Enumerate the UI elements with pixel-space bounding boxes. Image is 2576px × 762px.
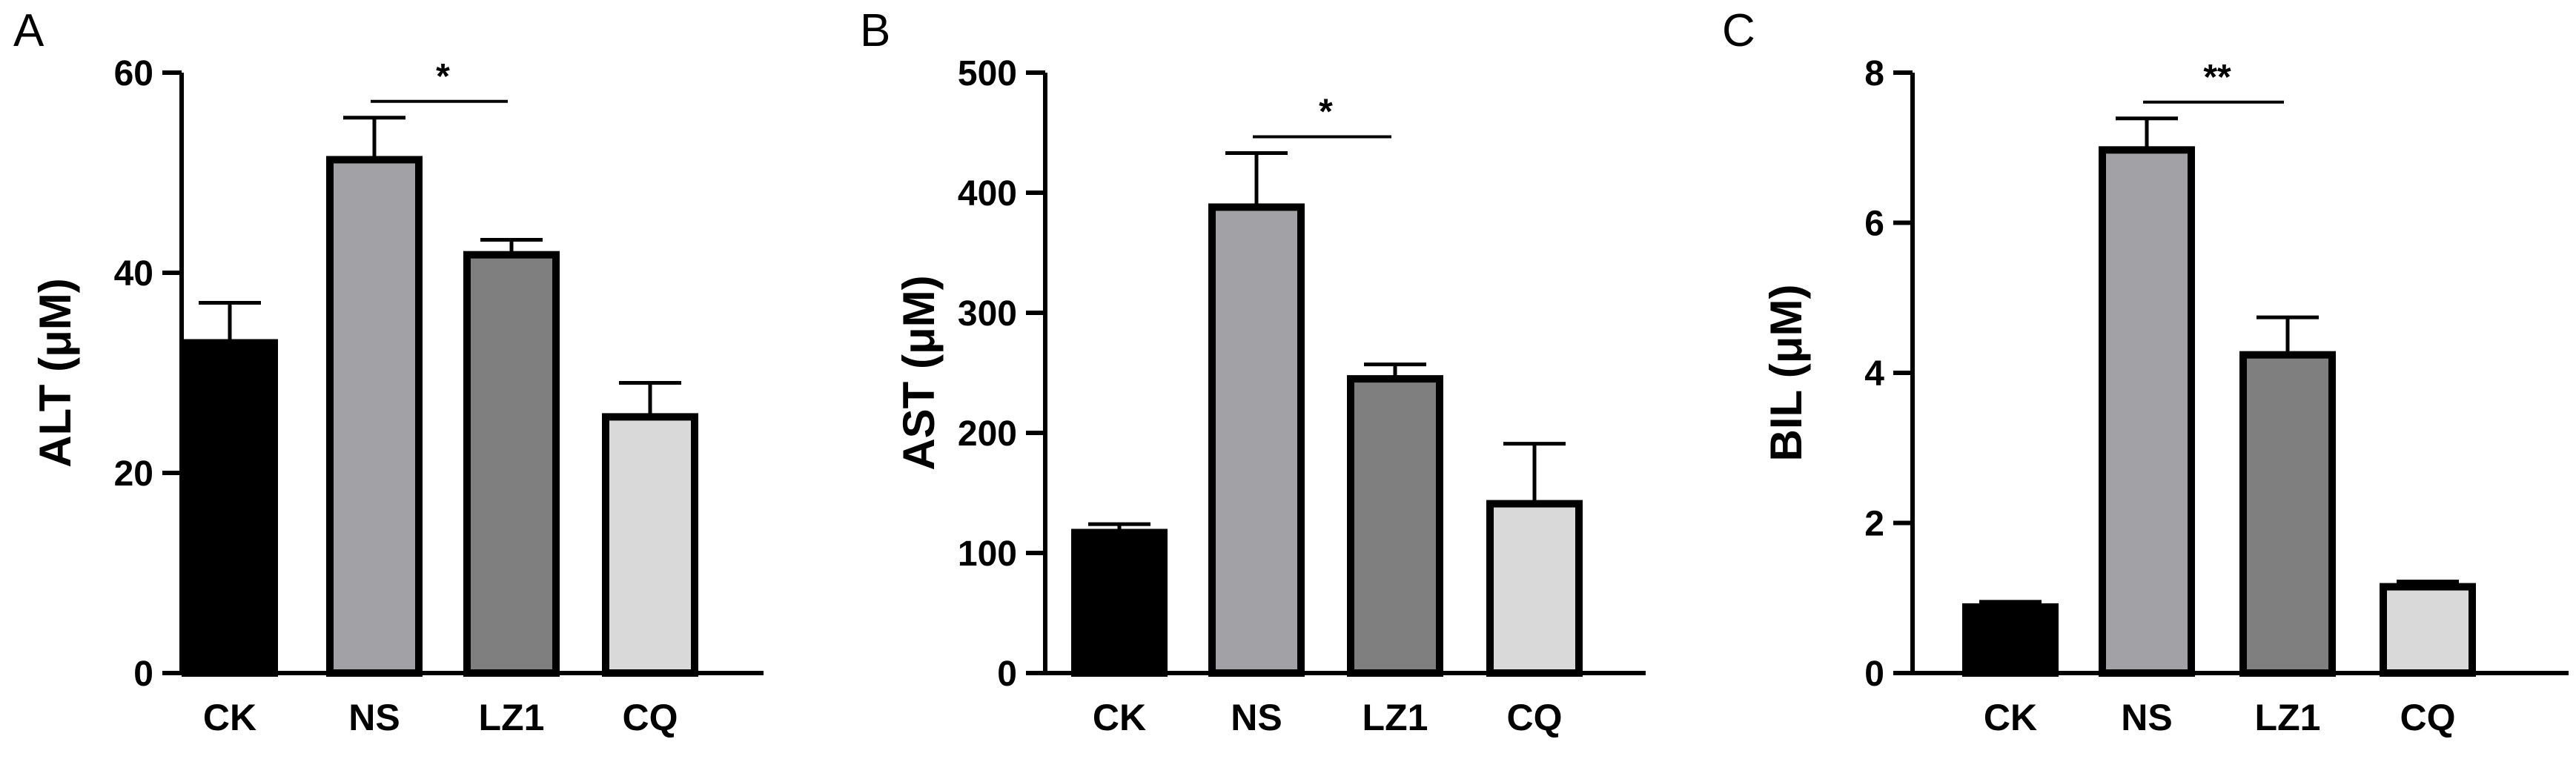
x-tick-label: LZ1 (2255, 697, 2321, 738)
panel-letter: C (1722, 5, 1755, 56)
bar-ns (2099, 146, 2195, 677)
bar-ck (1071, 529, 1168, 677)
bar-lz1 (2239, 351, 2336, 677)
x-tick-label: CQ (623, 697, 678, 738)
chart-panel-b: B 0 100 200 300 400 500 AST (μM) CK NS LZ1 CQ * (860, 5, 1646, 738)
x-tick-label: CK (1984, 697, 2037, 738)
significance-label: * (436, 57, 450, 96)
significance-label: ** (2203, 58, 2231, 97)
y-tick-label: 20 (114, 454, 153, 494)
chart-panel-a: A 0 20 40 60 ALT (μM) CK NS LZ1 CQ * (13, 5, 764, 738)
y-tick-label: 200 (958, 414, 1017, 454)
y-axis-title: BIL (μM) (1761, 285, 1811, 462)
panel-letter: B (860, 5, 890, 56)
y-tick-label: 0 (997, 655, 1017, 694)
y-tick-label: 4 (1864, 354, 1884, 394)
panel-letter: A (13, 5, 44, 56)
x-tick-label: LZ1 (1363, 697, 1428, 738)
bar-lz1 (1347, 375, 1443, 677)
y-tick-label: 100 (958, 534, 1017, 574)
y-axis-title: ALT (μM) (30, 278, 80, 468)
y-tick-label: 0 (133, 655, 153, 694)
x-tick-label: LZ1 (479, 697, 545, 738)
y-tick-label: 40 (114, 254, 153, 294)
bar-ns (326, 156, 423, 677)
y-tick-label: 400 (958, 174, 1017, 213)
x-tick-label: NS (348, 697, 400, 738)
x-tick-label: CK (1093, 697, 1146, 738)
chart-panel-c: C 0 2 4 6 8 BIL (μM) CK NS LZ1 CQ ** (1722, 5, 2569, 738)
y-tick-label: 6 (1864, 205, 1884, 244)
bar-cq (602, 413, 698, 677)
bar-ns (1208, 203, 1305, 677)
x-tick-label: CQ (1507, 697, 1563, 738)
y-tick-label: 8 (1864, 54, 1884, 93)
x-tick-label: CK (203, 697, 256, 738)
x-tick-label: NS (2121, 697, 2172, 738)
significance-label: * (1319, 93, 1333, 132)
x-tick-label: NS (1231, 697, 1282, 738)
y-tick-label: 0 (1864, 655, 1884, 694)
bar-ck (182, 339, 278, 677)
bar-cq (1486, 500, 1583, 677)
y-tick-label: 500 (958, 54, 1017, 93)
bar-lz1 (463, 251, 560, 677)
y-axis-title: AST (μM) (894, 275, 944, 470)
y-tick-label: 60 (114, 54, 153, 93)
x-tick-label: CQ (2400, 697, 2456, 738)
y-tick-label: 2 (1864, 505, 1884, 544)
bar-cq (2380, 583, 2476, 677)
y-tick-label: 300 (958, 294, 1017, 334)
bar-ck (1962, 603, 2059, 677)
